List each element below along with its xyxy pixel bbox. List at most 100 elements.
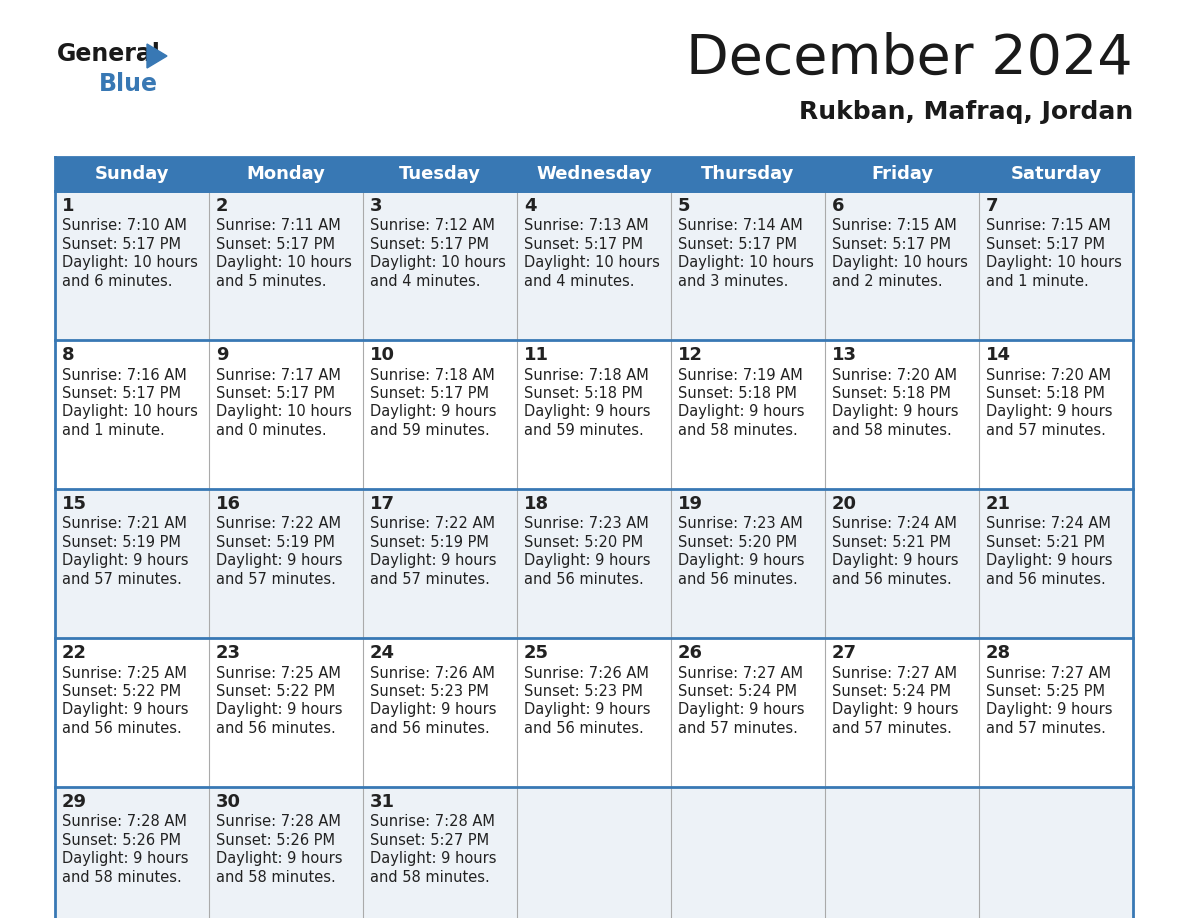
Bar xyxy=(55,157,1133,191)
Text: Daylight: 9 hours: Daylight: 9 hours xyxy=(986,702,1112,717)
Text: 8: 8 xyxy=(62,346,75,364)
Text: Tuesday: Tuesday xyxy=(399,165,481,183)
Bar xyxy=(55,489,1133,638)
Text: 25: 25 xyxy=(524,644,549,662)
Text: and 59 minutes.: and 59 minutes. xyxy=(524,422,644,438)
Text: Sunset: 5:19 PM: Sunset: 5:19 PM xyxy=(62,535,181,550)
Text: Sunset: 5:18 PM: Sunset: 5:18 PM xyxy=(832,386,950,401)
Text: 7: 7 xyxy=(986,197,998,215)
Text: Sunset: 5:26 PM: Sunset: 5:26 PM xyxy=(216,833,335,848)
Text: Daylight: 9 hours: Daylight: 9 hours xyxy=(524,554,651,568)
Bar xyxy=(55,787,1133,918)
Text: Daylight: 10 hours: Daylight: 10 hours xyxy=(216,255,352,270)
Text: Daylight: 9 hours: Daylight: 9 hours xyxy=(216,851,342,867)
Text: and 57 minutes.: and 57 minutes. xyxy=(369,572,489,587)
Text: Sunrise: 7:25 AM: Sunrise: 7:25 AM xyxy=(62,666,187,680)
Text: and 57 minutes.: and 57 minutes. xyxy=(832,721,952,735)
Text: Daylight: 9 hours: Daylight: 9 hours xyxy=(524,404,651,420)
Text: Daylight: 9 hours: Daylight: 9 hours xyxy=(62,554,189,568)
Text: Sunrise: 7:27 AM: Sunrise: 7:27 AM xyxy=(678,666,803,680)
Text: and 56 minutes.: and 56 minutes. xyxy=(832,572,952,587)
Text: 11: 11 xyxy=(524,346,549,364)
Text: Sunrise: 7:23 AM: Sunrise: 7:23 AM xyxy=(524,517,649,532)
Text: Daylight: 9 hours: Daylight: 9 hours xyxy=(62,851,189,867)
Text: and 4 minutes.: and 4 minutes. xyxy=(524,274,634,288)
Text: Sunrise: 7:28 AM: Sunrise: 7:28 AM xyxy=(62,814,187,830)
Text: Rukban, Mafraq, Jordan: Rukban, Mafraq, Jordan xyxy=(798,100,1133,124)
Text: 21: 21 xyxy=(986,495,1011,513)
Text: and 1 minute.: and 1 minute. xyxy=(62,422,165,438)
Text: 14: 14 xyxy=(986,346,1011,364)
Text: and 57 minutes.: and 57 minutes. xyxy=(216,572,336,587)
Text: Sunset: 5:19 PM: Sunset: 5:19 PM xyxy=(369,535,489,550)
Text: Saturday: Saturday xyxy=(1010,165,1101,183)
Text: and 58 minutes.: and 58 minutes. xyxy=(216,869,336,885)
Text: Daylight: 9 hours: Daylight: 9 hours xyxy=(216,554,342,568)
Text: General: General xyxy=(57,42,160,66)
Text: and 57 minutes.: and 57 minutes. xyxy=(62,572,182,587)
Text: Daylight: 10 hours: Daylight: 10 hours xyxy=(986,255,1121,270)
Text: Sunrise: 7:24 AM: Sunrise: 7:24 AM xyxy=(986,517,1111,532)
Text: Sunrise: 7:17 AM: Sunrise: 7:17 AM xyxy=(216,367,341,383)
Text: 19: 19 xyxy=(678,495,703,513)
Text: Daylight: 9 hours: Daylight: 9 hours xyxy=(216,702,342,717)
Text: Daylight: 9 hours: Daylight: 9 hours xyxy=(62,702,189,717)
Text: Sunrise: 7:24 AM: Sunrise: 7:24 AM xyxy=(832,517,956,532)
Text: and 56 minutes.: and 56 minutes. xyxy=(524,572,644,587)
Text: 22: 22 xyxy=(62,644,87,662)
Text: and 56 minutes.: and 56 minutes. xyxy=(216,721,336,735)
Text: Sunset: 5:21 PM: Sunset: 5:21 PM xyxy=(832,535,952,550)
Text: Sunrise: 7:13 AM: Sunrise: 7:13 AM xyxy=(524,218,649,233)
Text: Sunrise: 7:20 AM: Sunrise: 7:20 AM xyxy=(832,367,958,383)
Text: Sunrise: 7:27 AM: Sunrise: 7:27 AM xyxy=(986,666,1111,680)
Text: Wednesday: Wednesday xyxy=(536,165,652,183)
Text: 1: 1 xyxy=(62,197,75,215)
Text: Sunset: 5:17 PM: Sunset: 5:17 PM xyxy=(369,237,489,252)
Text: Daylight: 9 hours: Daylight: 9 hours xyxy=(832,554,959,568)
Text: 28: 28 xyxy=(986,644,1011,662)
Text: and 58 minutes.: and 58 minutes. xyxy=(678,422,798,438)
Text: Monday: Monday xyxy=(247,165,326,183)
Text: Sunset: 5:19 PM: Sunset: 5:19 PM xyxy=(216,535,335,550)
Text: 3: 3 xyxy=(369,197,383,215)
Text: Daylight: 10 hours: Daylight: 10 hours xyxy=(216,404,352,420)
Text: Sunrise: 7:15 AM: Sunrise: 7:15 AM xyxy=(832,218,956,233)
Text: Sunset: 5:21 PM: Sunset: 5:21 PM xyxy=(986,535,1105,550)
Text: and 56 minutes.: and 56 minutes. xyxy=(524,721,644,735)
Text: 10: 10 xyxy=(369,346,394,364)
Text: Thursday: Thursday xyxy=(701,165,795,183)
Text: 31: 31 xyxy=(369,793,394,811)
Text: Sunrise: 7:28 AM: Sunrise: 7:28 AM xyxy=(216,814,341,830)
Text: Daylight: 10 hours: Daylight: 10 hours xyxy=(62,255,198,270)
Text: Daylight: 10 hours: Daylight: 10 hours xyxy=(832,255,968,270)
Text: and 58 minutes.: and 58 minutes. xyxy=(832,422,952,438)
Text: Daylight: 9 hours: Daylight: 9 hours xyxy=(524,702,651,717)
Text: 20: 20 xyxy=(832,495,857,513)
Text: Sunset: 5:25 PM: Sunset: 5:25 PM xyxy=(986,684,1105,699)
Text: Daylight: 9 hours: Daylight: 9 hours xyxy=(369,404,497,420)
Text: 5: 5 xyxy=(678,197,690,215)
Bar xyxy=(55,191,1133,340)
Text: Daylight: 9 hours: Daylight: 9 hours xyxy=(986,554,1112,568)
Text: 30: 30 xyxy=(216,793,241,811)
Text: 16: 16 xyxy=(216,495,241,513)
Text: Sunrise: 7:20 AM: Sunrise: 7:20 AM xyxy=(986,367,1111,383)
Text: and 1 minute.: and 1 minute. xyxy=(986,274,1088,288)
Text: and 57 minutes.: and 57 minutes. xyxy=(678,721,798,735)
Text: Sunset: 5:20 PM: Sunset: 5:20 PM xyxy=(524,535,643,550)
Text: Sunset: 5:17 PM: Sunset: 5:17 PM xyxy=(216,237,335,252)
Text: Sunrise: 7:10 AM: Sunrise: 7:10 AM xyxy=(62,218,187,233)
Text: December 2024: December 2024 xyxy=(687,32,1133,86)
Text: and 56 minutes.: and 56 minutes. xyxy=(62,721,182,735)
Text: and 57 minutes.: and 57 minutes. xyxy=(986,422,1106,438)
Text: 13: 13 xyxy=(832,346,857,364)
Text: Daylight: 9 hours: Daylight: 9 hours xyxy=(678,702,804,717)
Text: Sunrise: 7:18 AM: Sunrise: 7:18 AM xyxy=(524,367,649,383)
Text: 27: 27 xyxy=(832,644,857,662)
Text: and 56 minutes.: and 56 minutes. xyxy=(986,572,1106,587)
Text: and 57 minutes.: and 57 minutes. xyxy=(986,721,1106,735)
Text: Sunset: 5:22 PM: Sunset: 5:22 PM xyxy=(62,684,181,699)
Text: Sunset: 5:17 PM: Sunset: 5:17 PM xyxy=(62,237,181,252)
Text: Daylight: 9 hours: Daylight: 9 hours xyxy=(832,404,959,420)
Text: Sunset: 5:22 PM: Sunset: 5:22 PM xyxy=(216,684,335,699)
